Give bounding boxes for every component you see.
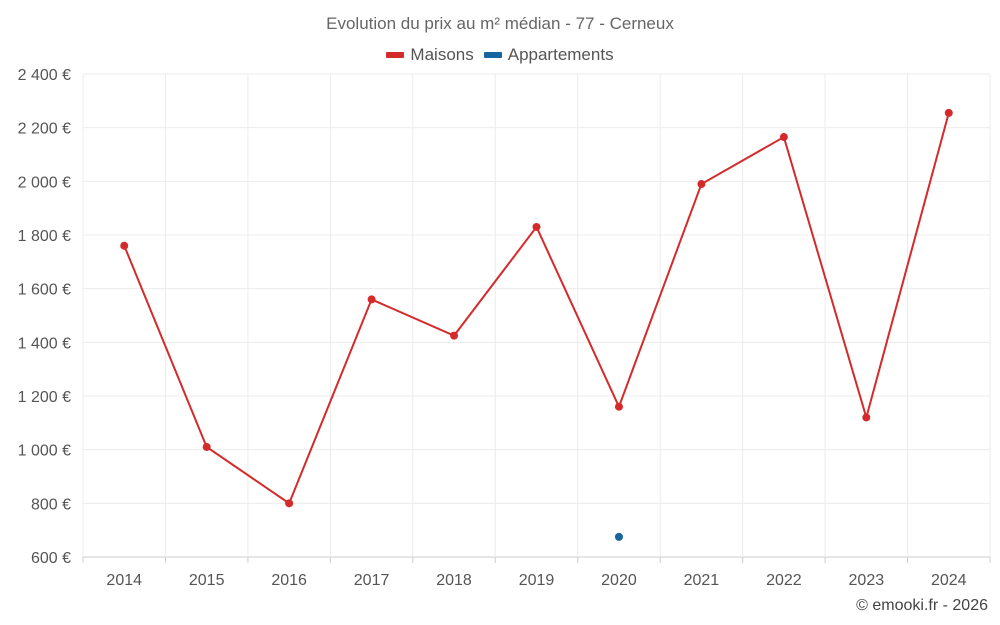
y-tick-label: 1 600 € [18,282,71,299]
data-point-maisons [450,331,459,340]
x-tick-label: 2018 [436,572,472,589]
legend-item-appartements[interactable]: Appartements [483,45,614,65]
y-tick-label: 2 400 € [18,67,71,84]
data-point-appartements [614,532,623,541]
x-tick-label: 2021 [684,572,720,589]
y-tick-label: 1 000 € [18,443,71,460]
x-tick-label: 2017 [354,572,390,589]
x-tick-label: 2014 [106,572,142,589]
legend-label-maisons: Maisons [410,45,474,64]
data-point-maisons [367,295,376,304]
y-tick-label: 800 € [31,496,71,513]
x-tick-label: 2023 [849,572,885,589]
y-tick-label: 1 400 € [18,335,71,352]
x-tick-label: 2024 [931,572,967,589]
y-tick-label: 600 € [31,550,71,567]
data-point-maisons [862,413,871,422]
data-point-maisons [120,241,129,250]
data-point-maisons [944,108,953,117]
x-tick-label: 2022 [766,572,802,589]
x-tick-label: 2016 [271,572,307,589]
y-tick-label: 2 200 € [18,121,71,138]
x-tick-label: 2020 [601,572,637,589]
legend-swatch-maisons [386,52,405,58]
credit-text: © emooki.fr - 2026 [856,597,988,614]
legend-item-maisons[interactable]: Maisons [386,45,474,65]
data-point-maisons [285,499,294,508]
x-tick-label: 2019 [519,572,555,589]
legend-label-appartements: Appartements [507,45,614,64]
x-tick-label: 2015 [189,572,225,589]
data-point-maisons [532,222,541,231]
legend-swatch-appartements [483,52,502,58]
data-point-maisons [779,133,788,142]
chart-title: Evolution du prix au m² médian - 77 - Ce… [326,14,674,33]
y-tick-label: 1 200 € [18,389,71,406]
y-tick-label: 1 800 € [18,228,71,245]
y-tick-label: 2 000 € [18,174,71,191]
data-point-maisons [614,402,623,411]
data-point-maisons [697,180,706,189]
legend: Maisons Appartements [0,45,1000,65]
data-point-maisons [202,442,211,451]
